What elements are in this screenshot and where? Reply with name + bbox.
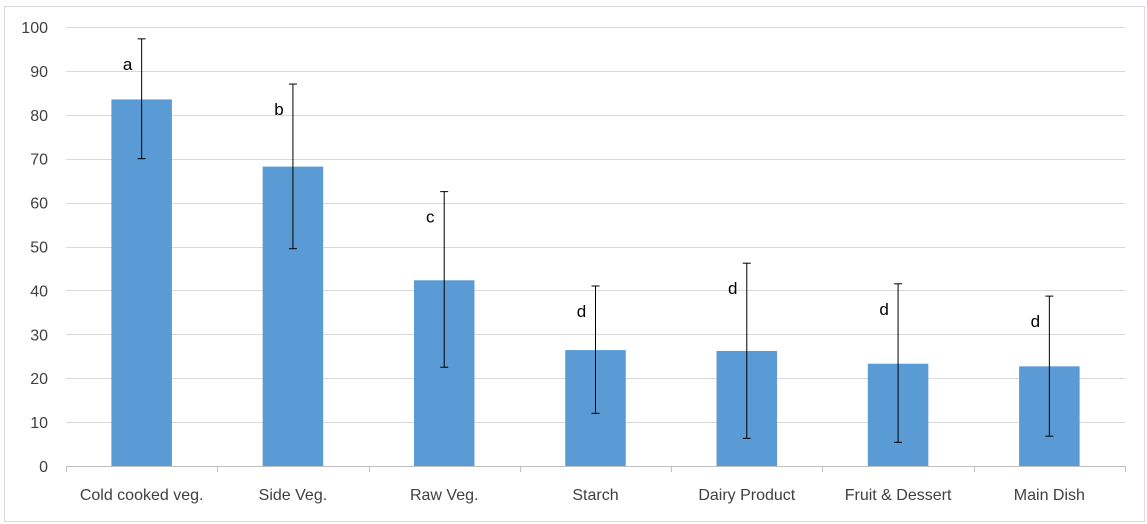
error-bars: [137, 38, 1054, 443]
gridlines: [66, 27, 1125, 423]
y-tick-label: 40: [30, 283, 48, 300]
labels: a Cold cooked veg. b Side Veg. c Raw Veg. d Sta…: [80, 55, 1085, 504]
y-tick-label: 90: [30, 64, 48, 81]
y-tick-label: 70: [30, 152, 48, 169]
bar: [111, 99, 172, 466]
significance-label: b: [274, 100, 283, 119]
x-tick-label: Raw Veg.: [410, 487, 478, 504]
significance-label: c: [426, 208, 435, 227]
y-tick-label: 50: [30, 240, 48, 257]
significance-label: a: [123, 55, 133, 74]
y-tick-label: 60: [30, 196, 48, 213]
y-tick-label: 0: [39, 459, 48, 476]
y-tick-label: 100: [21, 20, 48, 37]
y-tick-label: 30: [30, 327, 48, 344]
significance-label: d: [879, 300, 888, 319]
y-tick-label: 20: [30, 371, 48, 388]
axes: 0 10 20 30 40 50 60 70 80 90 100: [21, 20, 1126, 476]
x-tick-label: Side Veg.: [259, 487, 328, 504]
significance-label: d: [728, 279, 737, 298]
significance-label: d: [577, 302, 586, 321]
y-tick-label: 80: [30, 108, 48, 125]
x-tick-label: Main Dish: [1014, 487, 1085, 504]
y-tick-label: 10: [30, 415, 48, 432]
x-tick-label: Cold cooked veg.: [80, 487, 204, 504]
x-tick-label: Dairy Product: [698, 487, 795, 504]
significance-label: d: [1031, 312, 1040, 331]
x-tick-label: Fruit & Dessert: [845, 487, 952, 504]
x-tick-label: Starch: [572, 487, 618, 504]
